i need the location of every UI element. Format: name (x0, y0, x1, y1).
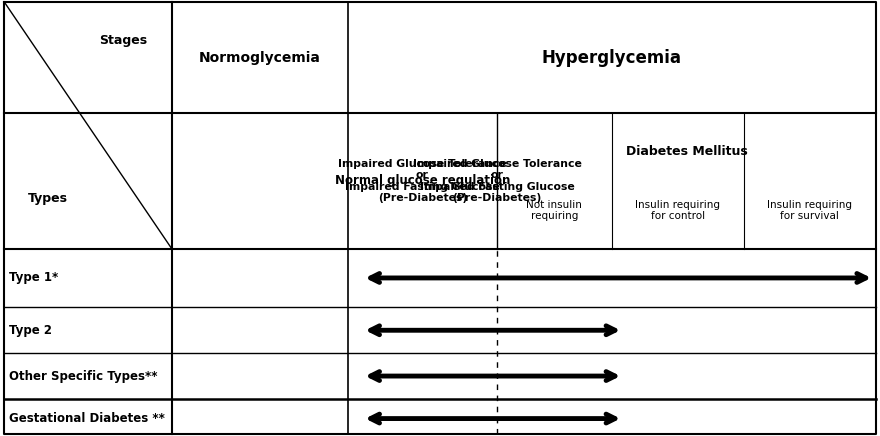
Text: Diabetes Mellitus: Diabetes Mellitus (626, 145, 747, 158)
Text: Impaired Glucose Tolerance
or
Impaired Fasting Glucose
(Pre-Diabetes): Impaired Glucose Tolerance or Impaired F… (338, 159, 507, 203)
Text: Impaired Glucose Tolerance
or
Impaired Fasting Glucose
(Pre-Diabetes): Impaired Glucose Tolerance or Impaired F… (413, 159, 582, 203)
Text: Not insulin
requiring: Not insulin requiring (526, 200, 583, 221)
Text: Normoglycemia: Normoglycemia (199, 51, 320, 65)
Text: Hyperglycemia: Hyperglycemia (541, 49, 682, 67)
Text: Types: Types (28, 192, 68, 205)
Text: Type 2: Type 2 (9, 324, 52, 337)
Text: Stages: Stages (99, 34, 148, 47)
Text: Type 1*: Type 1* (9, 272, 58, 284)
Text: Gestational Diabetes **: Gestational Diabetes ** (9, 412, 165, 425)
Text: Other Specific Types**: Other Specific Types** (9, 370, 158, 382)
Text: Insulin requiring
for control: Insulin requiring for control (635, 200, 720, 221)
Text: Insulin requiring
for survival: Insulin requiring for survival (767, 200, 852, 221)
Text: Normal glucose regulation: Normal glucose regulation (334, 174, 510, 187)
